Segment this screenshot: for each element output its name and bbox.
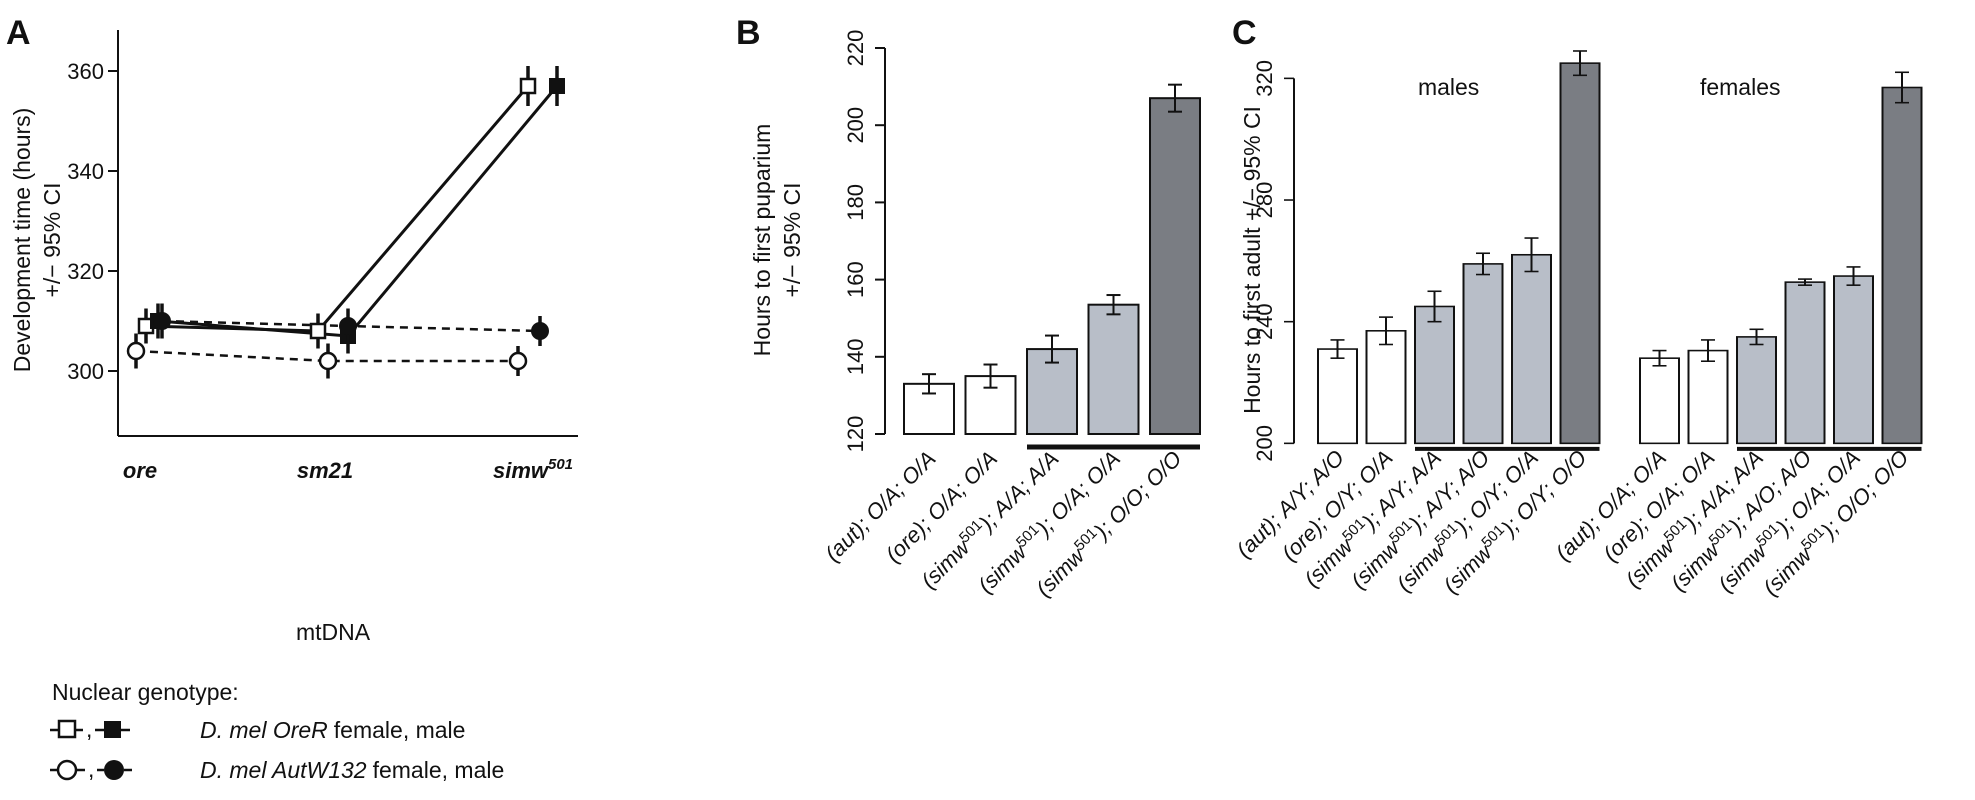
panel-c-bar — [1639, 357, 1680, 445]
panel-a-y-tick-label: 340 — [67, 159, 104, 184]
legend-species-orer: D. mel OreR — [200, 717, 328, 743]
panel-a-point-ore_female — [519, 77, 537, 95]
panel-a-point-aut_male — [531, 322, 549, 340]
panel-b-bar — [1026, 348, 1078, 435]
panel-a-point-aut_female — [126, 341, 146, 361]
panel-c-y-tick-label: 280 — [1252, 182, 1277, 219]
panel-a-x-tick-label: ore — [123, 458, 157, 483]
legend-sexes-autw132: female, male — [373, 757, 505, 783]
panel-b-bar — [1149, 97, 1201, 436]
panel-b-y-tick-label: 220 — [843, 30, 868, 67]
legend-glyph-circle-pair: , — [50, 756, 132, 782]
legend-sexes-orer: female, male — [334, 717, 466, 743]
legend-comma: , — [88, 756, 94, 782]
panel-a-point-aut_female — [508, 351, 528, 371]
legend-species-autw132: D. mel AutW132 — [200, 757, 367, 783]
panel-c-bar — [1511, 253, 1552, 445]
panel-c-bar — [1881, 86, 1923, 445]
panel-a-x-tick-label: simw501 — [493, 456, 573, 483]
panel-a-y-tick-label: 320 — [67, 259, 104, 284]
panel-c-y-tick-label: 200 — [1252, 425, 1277, 462]
panel-a-y-axis-label: Development time (hours) — [9, 108, 35, 373]
legend: Nuclear genotype: , D. mel OreR female, m… — [50, 679, 504, 783]
panel-b-y-axis-label-ci: +/− 95% CI — [779, 182, 805, 297]
legend-title: Nuclear genotype: — [52, 679, 239, 705]
legend-entry-orer-text: D. mel OreR female, male — [200, 717, 465, 743]
panel-b-x-tick-label: (aut); O/A; O/A — [820, 446, 941, 567]
panel-c-bar — [1317, 348, 1358, 445]
panel-c-group-label-females: females — [1700, 74, 1780, 100]
panel-a-point-aut_male — [339, 317, 357, 335]
panel-a-y-tick-label: 360 — [67, 59, 104, 84]
panel-b-y-tick-label: 120 — [843, 416, 868, 453]
panel-a-line-chart: Development time (hours) +/− 95% CI mtDN… — [9, 30, 578, 645]
panel-c-bar — [1784, 281, 1826, 445]
panel-letter-c: C — [1232, 14, 1257, 52]
panel-a-x-tick-label: sm21 — [297, 458, 353, 483]
panel-b-y-axis-label: Hours to first puparium — [749, 124, 775, 357]
panel-c-bar — [1414, 305, 1455, 445]
panel-letter-a: A — [6, 14, 31, 52]
panel-a-y-axis-label-ci: +/− 95% CI — [39, 182, 65, 297]
panel-a-x-axis-label: mtDNA — [296, 619, 371, 645]
panel-a-y-tick-label: 300 — [67, 359, 104, 384]
panel-c-bar — [1559, 62, 1601, 445]
panel-letter-b: B — [736, 14, 761, 52]
panel-c-bar — [1365, 330, 1407, 445]
panel-c-bar — [1687, 349, 1729, 445]
legend-entry-autw132: , D. mel AutW132 female, male — [50, 756, 504, 783]
panel-b-y-tick-label: 200 — [843, 107, 868, 144]
panel-b-y-tick-label: 160 — [843, 261, 868, 298]
panel-c-bar — [1833, 275, 1874, 445]
legend-glyph-square-pair: , — [50, 716, 130, 742]
panel-b-y-tick-label: 180 — [843, 184, 868, 221]
square-open-icon — [57, 719, 77, 739]
panel-a-point-ore_female — [309, 322, 327, 340]
panel-c-bar — [1736, 336, 1777, 445]
panel-c-y-tick-label: 320 — [1252, 60, 1277, 97]
panel-a-point-aut_female — [318, 351, 338, 371]
legend-entry-orer: , D. mel OreR female, male — [50, 716, 465, 743]
panel-c-bar-chart: Hours to first adult +/− 95% CI males fe… — [1231, 50, 1923, 600]
panel-c-y-tick-label: 240 — [1252, 303, 1277, 340]
panel-c-y-axis-label: Hours to first adult +/− 95% CI — [1239, 106, 1265, 414]
square-filled-icon — [104, 721, 121, 738]
circle-open-icon — [56, 759, 78, 781]
legend-entry-autw132-text: D. mel AutW132 female, male — [200, 757, 504, 783]
panel-a-point-ore_male — [549, 78, 565, 94]
circle-filled-icon — [104, 760, 124, 780]
panel-b-y-tick-label: 140 — [843, 338, 868, 375]
panel-a-series-line-ore_female — [145, 85, 530, 333]
panel-b-bar-chart: Hours to first puparium +/− 95% CI 120 14… — [749, 30, 1201, 601]
panel-b-bar — [1087, 303, 1140, 435]
panel-a-point-aut_male — [153, 312, 171, 330]
legend-comma: , — [86, 716, 92, 742]
panel-c-bar — [1462, 263, 1504, 445]
panel-c-group-label-males: males — [1418, 74, 1479, 100]
